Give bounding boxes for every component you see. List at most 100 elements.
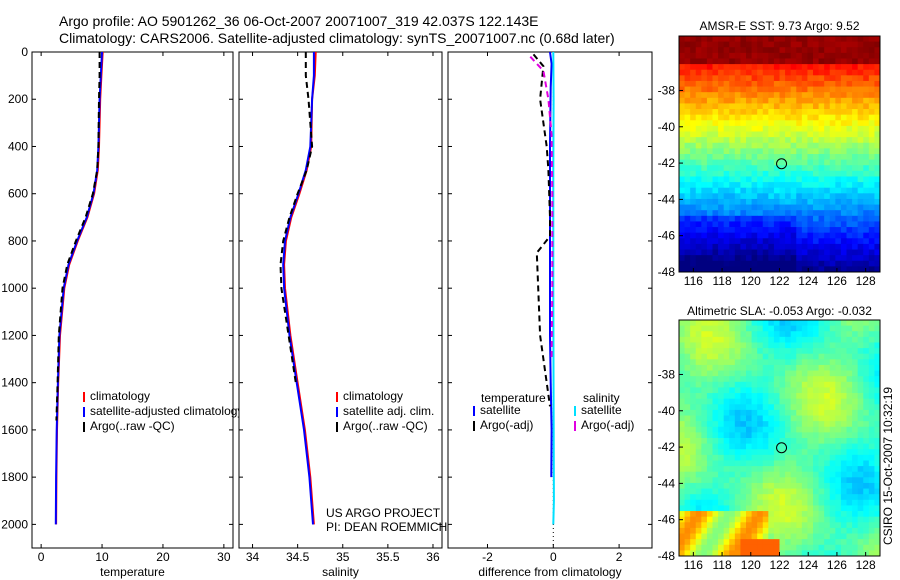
map-cell — [746, 131, 752, 138]
map-cell — [718, 92, 725, 99]
map-cell — [757, 381, 764, 388]
map-cell — [684, 176, 691, 183]
map-cell — [712, 69, 719, 76]
map-cell — [796, 522, 803, 529]
map-cell — [706, 52, 713, 59]
map-cell — [779, 499, 786, 506]
map-cell — [768, 426, 775, 433]
map-cell — [740, 482, 747, 489]
map-cell — [773, 97, 780, 104]
x-tick-label: 34 — [246, 550, 260, 564]
map-cell — [729, 243, 736, 250]
map-cell — [701, 336, 708, 343]
map-cell — [690, 364, 697, 371]
map-cell — [690, 482, 697, 489]
map-cell — [729, 41, 736, 48]
map-cell — [729, 443, 736, 450]
map-cell — [690, 75, 697, 82]
map-cell — [846, 92, 853, 99]
map-cell — [852, 165, 859, 172]
map-cell — [723, 238, 730, 245]
map-cell — [740, 471, 747, 478]
map-cell — [768, 336, 775, 343]
map-cell — [679, 52, 685, 59]
map-cell — [734, 137, 741, 144]
map-cell — [785, 86, 792, 93]
map-cell — [779, 64, 786, 71]
map-cell — [751, 137, 758, 144]
map-cell — [723, 376, 730, 383]
map-cell — [773, 198, 780, 205]
map-cell — [874, 47, 881, 54]
map-cell — [762, 243, 769, 250]
map-cell — [762, 75, 769, 82]
map-cell — [746, 544, 752, 551]
map-cell — [807, 348, 814, 355]
map-cell — [773, 522, 780, 529]
map-cell — [768, 466, 775, 473]
map-cell — [829, 142, 836, 149]
map-cell — [840, 325, 847, 332]
map-cell — [751, 131, 758, 138]
map-cell — [729, 426, 736, 433]
map-cell — [768, 58, 775, 65]
map-cell — [740, 80, 747, 87]
map-cell — [734, 193, 741, 200]
map-cell — [762, 533, 769, 540]
map-cell — [695, 120, 702, 127]
map-cell — [723, 41, 730, 48]
map-cell — [768, 398, 775, 405]
map-cell — [868, 426, 875, 433]
map-cell — [818, 331, 825, 338]
map-cell — [723, 221, 730, 228]
map-cell — [734, 97, 741, 104]
map-cell — [785, 176, 792, 183]
map-cell — [835, 260, 842, 267]
map-cell — [801, 210, 808, 217]
map-cell — [824, 215, 831, 222]
map-cell — [785, 80, 792, 87]
map-cell — [762, 176, 769, 183]
map-cell — [773, 488, 780, 495]
map-cell — [846, 165, 853, 172]
map-y-tick-label: -48 — [658, 265, 676, 279]
map-cell — [684, 336, 691, 343]
map-cell — [779, 103, 786, 110]
map-cell — [751, 387, 758, 394]
map-cell — [712, 348, 719, 355]
map-cell — [695, 238, 702, 245]
map-cell — [874, 409, 881, 416]
map-cell — [690, 359, 697, 366]
map-cell — [679, 148, 685, 155]
map-cell — [762, 215, 769, 222]
map-cell — [701, 342, 708, 349]
map-cell — [779, 125, 786, 132]
map-cell — [807, 466, 814, 473]
map-cell — [757, 505, 764, 512]
map-cell — [796, 443, 803, 450]
map-cell — [729, 131, 736, 138]
map-cell — [762, 387, 769, 394]
map-cell — [768, 499, 775, 506]
plot-frame — [31, 51, 234, 549]
map-x-tick-label: 116 — [684, 558, 703, 572]
map-cell — [679, 460, 685, 467]
map-cell — [701, 109, 708, 116]
y-tick-label: 1200 — [1, 328, 28, 342]
map-cell — [785, 533, 792, 540]
map-cell — [857, 398, 864, 405]
map-cell — [818, 165, 825, 172]
map-cell — [723, 466, 730, 473]
map-cell — [679, 387, 685, 394]
map-cell — [768, 92, 775, 99]
map-y-tick-label: -46 — [658, 229, 676, 243]
map-cell — [706, 142, 713, 149]
map-cell — [679, 249, 685, 256]
map-cell — [723, 52, 730, 59]
map-cell — [734, 331, 741, 338]
map-cell — [768, 109, 775, 116]
map-cell — [790, 243, 797, 250]
map-cell — [723, 92, 730, 99]
map-cell — [684, 325, 691, 332]
map-cell — [790, 41, 797, 48]
